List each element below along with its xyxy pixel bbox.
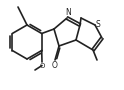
Text: N: N (65, 8, 71, 17)
Text: O: O (52, 60, 58, 69)
Text: O: O (39, 62, 45, 68)
Text: S: S (96, 20, 101, 29)
